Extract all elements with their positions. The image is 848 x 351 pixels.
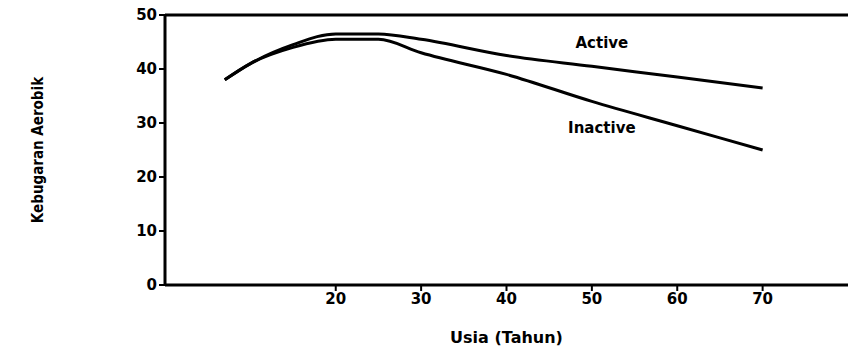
svg-text:30: 30 — [136, 114, 157, 132]
svg-text:Kebugaran Aerobik: Kebugaran Aerobik — [29, 76, 47, 223]
svg-text:30: 30 — [411, 290, 432, 308]
svg-text:Active: Active — [575, 34, 628, 52]
svg-text:60: 60 — [667, 290, 688, 308]
svg-text:70: 70 — [752, 290, 773, 308]
svg-text:40: 40 — [136, 60, 157, 78]
svg-text:50: 50 — [581, 290, 602, 308]
svg-text:20: 20 — [325, 290, 346, 308]
svg-text:10: 10 — [136, 222, 157, 240]
svg-text:Inactive: Inactive — [568, 119, 636, 137]
svg-text:0: 0 — [147, 276, 157, 294]
svg-text:20: 20 — [136, 168, 157, 186]
svg-text:50: 50 — [136, 6, 157, 24]
svg-text:40: 40 — [496, 290, 517, 308]
svg-text:Usia (Tahun): Usia (Tahun) — [450, 328, 563, 347]
